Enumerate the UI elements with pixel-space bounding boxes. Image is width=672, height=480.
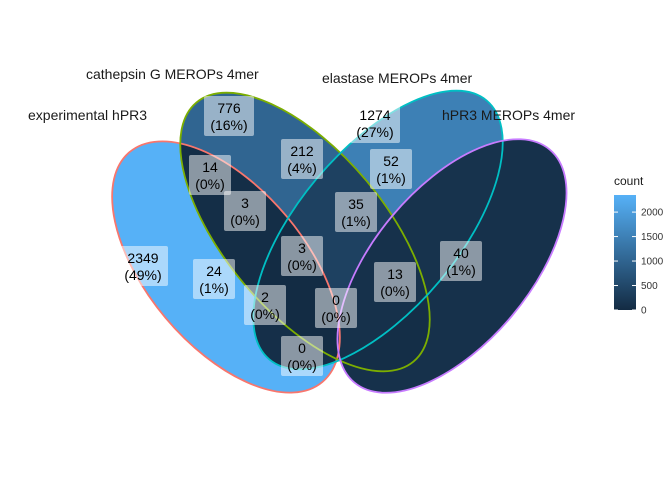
region-label-box xyxy=(350,103,400,143)
region-label-8: 3(0%) xyxy=(224,191,266,231)
region-label-box xyxy=(281,236,323,276)
region-label-box xyxy=(189,155,231,195)
set-label-elastase-merops-4mer: elastase MEROPs 4mer xyxy=(322,70,472,86)
region-count: 212 xyxy=(290,143,314,159)
region-label-box xyxy=(315,288,357,328)
set-outline-hpr3-merops-4mer xyxy=(336,138,568,394)
legend-tick-label: 1000 xyxy=(641,257,664,268)
region-percent: (0%) xyxy=(287,357,317,373)
legend-tick-label: 0 xyxy=(641,306,647,317)
legend-ticks: 2000 1500 1000 500 0 xyxy=(614,208,664,317)
region-percent: (4%) xyxy=(287,160,317,176)
region-label-box xyxy=(281,139,323,179)
set-labels: experimental hPR3 cathepsin G MEROPs 4mer… xyxy=(28,66,575,123)
region-count: 3 xyxy=(298,240,306,256)
region-percent: (27%) xyxy=(356,124,393,140)
region-count: 3 xyxy=(241,195,249,211)
region-percent: (0%) xyxy=(287,257,317,273)
legend-title: count xyxy=(614,174,644,188)
region-count: 24 xyxy=(206,263,222,279)
legend-colorbar xyxy=(614,195,636,310)
legend-tick-label: 500 xyxy=(641,281,658,292)
legend-tick: 1000 xyxy=(614,257,664,268)
region-label-5: 14(0%) xyxy=(189,155,231,195)
region-label-box xyxy=(370,149,412,189)
region-label-9: 35(1%) xyxy=(335,192,377,232)
region-label-box xyxy=(204,96,254,136)
region-label-3: 1274(27%) xyxy=(350,103,400,143)
region-count: 40 xyxy=(453,245,469,261)
region-label-12: 13(0%) xyxy=(374,262,416,302)
legend-tick: 0 xyxy=(614,306,647,317)
region-count: 776 xyxy=(217,100,241,116)
region-percent: (0%) xyxy=(321,309,351,325)
region-count: 35 xyxy=(348,196,364,212)
set-outline-experimental-hpr3 xyxy=(111,140,341,394)
region-percent: (0%) xyxy=(250,306,280,322)
region-label-box xyxy=(374,262,416,302)
region-label-2: 776(16%) xyxy=(204,96,254,136)
region-label-box xyxy=(193,259,235,299)
region-label-box xyxy=(244,285,286,325)
region-count: 0 xyxy=(332,292,340,308)
region-count: 13 xyxy=(387,266,403,282)
region-label-box xyxy=(281,336,323,376)
region-label-4: 40(1%) xyxy=(440,241,482,281)
region-label-box xyxy=(118,246,168,286)
region-percent: (49%) xyxy=(124,267,161,283)
legend-tick: 500 xyxy=(614,281,658,292)
legend: count 2000 1500 1000 500 0 xyxy=(614,174,664,317)
set-label-experimental-hpr3: experimental hPR3 xyxy=(28,107,147,123)
region-count: 1274 xyxy=(359,107,390,123)
region-labels: 2349(49%)776(16%)1274(27%)40(1%)14(0%)21… xyxy=(118,96,482,376)
region-label-11: 3(0%) xyxy=(281,236,323,276)
region-percent: (16%) xyxy=(210,117,247,133)
legend-tick-label: 2000 xyxy=(641,208,664,219)
region-count: 2349 xyxy=(127,250,158,266)
region-count: 0 xyxy=(298,340,306,356)
region-label-box xyxy=(335,192,377,232)
region-label-15: 0(0%) xyxy=(281,336,323,376)
region-percent: (1%) xyxy=(341,213,371,229)
region-count: 52 xyxy=(383,153,399,169)
region-percent: (1%) xyxy=(376,170,406,186)
region-percent: (0%) xyxy=(195,176,225,192)
region-label-7: 52(1%) xyxy=(370,149,412,189)
region-percent: (0%) xyxy=(380,283,410,299)
set-label-hpr3-merops-4mer: hPR3 MEROPs 4mer xyxy=(442,107,575,123)
region-count: 2 xyxy=(261,289,269,305)
region-percent: (1%) xyxy=(199,280,229,296)
region-label-1: 2349(49%) xyxy=(118,246,168,286)
set-outline-cathepsin-g-merops-4mer xyxy=(179,91,431,373)
region-percent: (1%) xyxy=(446,262,476,278)
region-label-10: 24(1%) xyxy=(193,259,235,299)
region-label-13: 2(0%) xyxy=(244,285,286,325)
legend-tick: 1500 xyxy=(614,232,664,243)
legend-tick: 2000 xyxy=(614,208,664,219)
region-count: 14 xyxy=(202,159,218,175)
region-label-14: 0(0%) xyxy=(315,288,357,328)
region-label-box xyxy=(224,191,266,231)
region-percent: (0%) xyxy=(230,212,260,228)
legend-tick-label: 1500 xyxy=(641,232,664,243)
set-label-cathepsin-g-merops-4mer: cathepsin G MEROPs 4mer xyxy=(86,66,259,82)
region-label-box xyxy=(440,241,482,281)
region-label-6: 212(4%) xyxy=(281,139,323,179)
